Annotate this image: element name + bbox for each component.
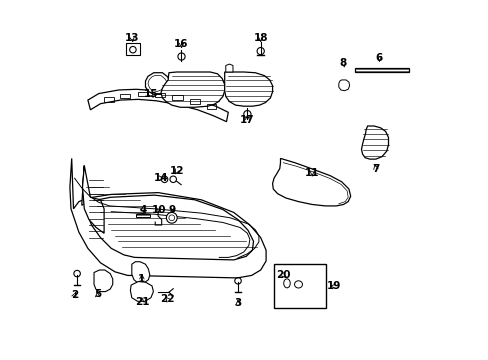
Polygon shape bbox=[70, 158, 265, 278]
Text: 13: 13 bbox=[124, 33, 139, 43]
Text: 16: 16 bbox=[174, 39, 188, 49]
Polygon shape bbox=[88, 89, 228, 122]
Text: 5: 5 bbox=[94, 289, 101, 300]
Text: 21: 21 bbox=[134, 297, 149, 307]
Bar bbox=[273, 264, 325, 308]
Polygon shape bbox=[225, 64, 232, 72]
Text: 15: 15 bbox=[143, 89, 158, 99]
Text: 11: 11 bbox=[305, 168, 319, 178]
Polygon shape bbox=[338, 80, 349, 91]
Text: 1: 1 bbox=[138, 274, 145, 284]
Text: 19: 19 bbox=[326, 281, 340, 291]
Text: 8: 8 bbox=[339, 58, 346, 68]
Polygon shape bbox=[355, 68, 408, 72]
Polygon shape bbox=[81, 166, 253, 260]
Text: 22: 22 bbox=[160, 294, 174, 304]
Text: 20: 20 bbox=[276, 270, 290, 280]
Polygon shape bbox=[132, 262, 149, 283]
Circle shape bbox=[166, 212, 177, 223]
Text: 6: 6 bbox=[375, 53, 382, 63]
Polygon shape bbox=[94, 270, 113, 292]
Text: 10: 10 bbox=[151, 204, 166, 215]
Text: 18: 18 bbox=[253, 33, 267, 43]
Polygon shape bbox=[272, 158, 350, 206]
Polygon shape bbox=[361, 126, 387, 159]
Text: 9: 9 bbox=[168, 204, 176, 215]
Polygon shape bbox=[82, 166, 104, 233]
Text: 17: 17 bbox=[240, 114, 254, 125]
Text: 2: 2 bbox=[71, 290, 78, 300]
Polygon shape bbox=[224, 72, 272, 106]
Polygon shape bbox=[130, 282, 153, 301]
Polygon shape bbox=[145, 73, 170, 94]
Text: 7: 7 bbox=[371, 164, 379, 174]
Polygon shape bbox=[161, 72, 224, 107]
Text: 3: 3 bbox=[234, 298, 241, 308]
Text: 14: 14 bbox=[153, 173, 168, 183]
Text: 12: 12 bbox=[169, 166, 183, 176]
Text: 4: 4 bbox=[139, 204, 146, 215]
